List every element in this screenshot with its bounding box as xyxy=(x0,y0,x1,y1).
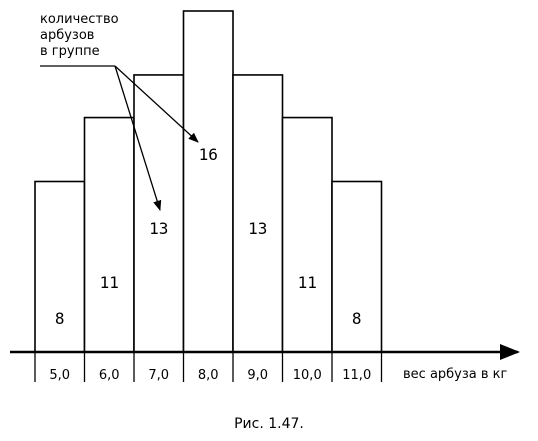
x-tick-label: 8,0 xyxy=(198,368,219,383)
bar-8,0 xyxy=(182,10,234,353)
annotation-text: количество арбузов в группе xyxy=(40,12,119,60)
bar-9,0 xyxy=(232,74,284,353)
annotation-line-1: количество xyxy=(40,12,119,27)
tick-group: 5,0 6,0 7,0 8,0 9,0 10,0 11,0 xyxy=(34,352,383,383)
x-tick-label: 10,0 xyxy=(293,368,322,383)
bar-value-label: 8 xyxy=(352,309,362,328)
x-tick-label: 6,0 xyxy=(99,368,120,383)
annotation-line-2: арбузов xyxy=(40,28,95,43)
x-tick-label: 11,0 xyxy=(342,368,371,383)
bar-value-label: 11 xyxy=(298,273,317,292)
x-axis-label: вес арбуза в кг xyxy=(403,367,508,382)
x-tick-label: 9,0 xyxy=(247,368,268,383)
bar-value-label: 8 xyxy=(55,309,65,328)
bar-value-label: 11 xyxy=(100,273,119,292)
annotation-pointer xyxy=(40,65,199,211)
bar-value-label: 13 xyxy=(248,219,267,238)
annotation-arrow-2 xyxy=(114,65,199,143)
bars-group: 8 11 13 16 13 11 8 xyxy=(34,10,383,353)
x-tick-label: 5,0 xyxy=(49,368,70,383)
bar-value-label: 13 xyxy=(149,219,168,238)
figure-caption: Рис. 1.47. xyxy=(234,416,304,432)
bar-10,0 xyxy=(281,116,333,353)
bar-7,0 xyxy=(133,74,185,353)
x-tick-label: 7,0 xyxy=(148,368,169,383)
annotation-line-3: в группе xyxy=(40,44,100,59)
bar-value-label: 16 xyxy=(199,145,218,164)
annotation-arrow-1 xyxy=(114,65,162,211)
bar-6,0 xyxy=(83,116,135,353)
bar-5,0 xyxy=(34,180,86,353)
